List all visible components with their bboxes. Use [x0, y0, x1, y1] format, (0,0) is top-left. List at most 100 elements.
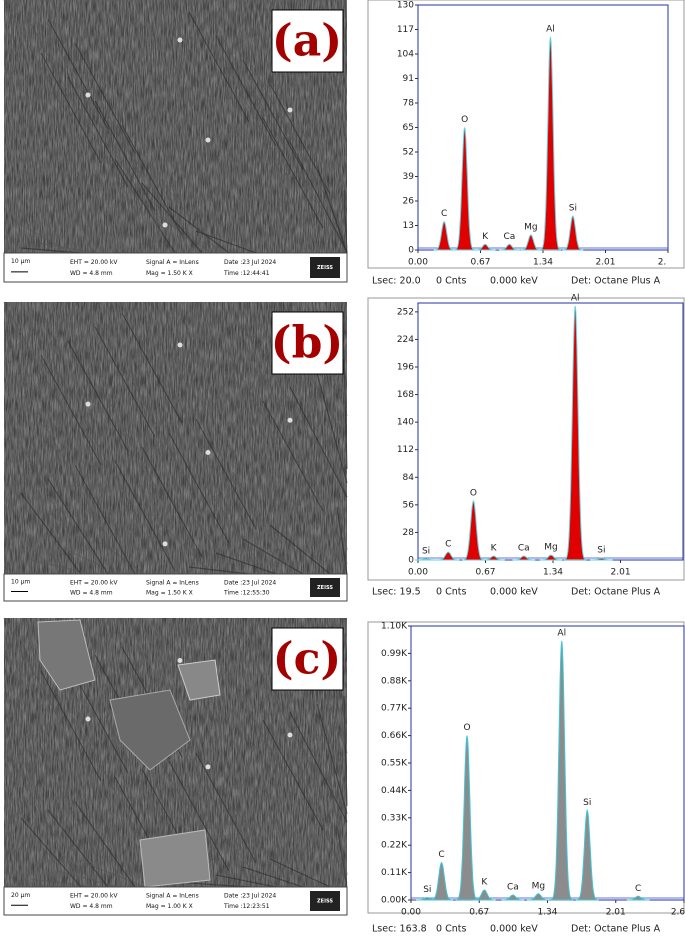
label-box — [271, 311, 344, 375]
y-tick-label: 252 — [397, 307, 414, 317]
sem-particle — [287, 417, 293, 423]
brand-box — [310, 891, 340, 911]
x-tick-label: 0.00 — [408, 568, 428, 578]
sem-streak — [195, 418, 257, 530]
footer-text: 0.000 keV — [490, 924, 538, 935]
footer-text: Det: Octane Plus A — [571, 587, 661, 598]
peak-label: Si — [597, 546, 605, 556]
signal: Signal A = InLens — [146, 579, 199, 586]
brand-box — [310, 257, 340, 278]
sem-flake — [109, 689, 191, 771]
peak — [520, 234, 542, 251]
scale-text: 10 µm — [11, 258, 30, 265]
brand: ZEISS — [317, 899, 333, 905]
y-tick-label: 140 — [397, 418, 414, 428]
peak — [501, 894, 525, 901]
sem-streak — [84, 531, 146, 575]
sem-streak — [3, 0, 65, 111]
sem-streak — [37, 242, 99, 254]
wd: WD = 4.8 mm — [70, 270, 113, 277]
sem-streak — [131, 153, 193, 254]
peak — [575, 808, 599, 901]
scale-text: 10 µm — [11, 579, 30, 586]
sem-particle — [177, 658, 183, 664]
peak-label: C — [438, 850, 444, 860]
y-tick-label: 0.55K — [381, 759, 408, 769]
label-box — [271, 9, 344, 73]
time: Time :12:44:41 — [223, 270, 270, 277]
plot-area — [417, 4, 669, 251]
footer-text: 0.000 keV — [490, 587, 538, 598]
sem-streak — [104, 715, 166, 827]
peak — [472, 889, 496, 901]
sem-streak — [74, 801, 136, 888]
sem-streak — [20, 817, 82, 888]
sem-streak — [77, 723, 139, 835]
peak-label: Mg — [544, 543, 557, 553]
y-tick-label: 0.88K — [381, 676, 408, 686]
sem-streak — [178, 499, 240, 575]
sem-streak — [326, 764, 348, 876]
footer-text: Lsec: 19.5 — [372, 587, 421, 598]
sem-streak — [67, 340, 129, 452]
peak-label: Si — [422, 547, 430, 557]
x-tick-label: 0.00 — [401, 908, 421, 918]
sem-streak — [168, 760, 230, 872]
panel-label: (b) — [271, 318, 343, 369]
peak-label: O — [463, 723, 470, 733]
info-bar — [3, 252, 348, 283]
peak-label: C — [635, 884, 641, 894]
signal: Signal A = InLens — [146, 259, 199, 266]
peak-label: Al — [571, 293, 580, 303]
sem-streak — [67, 76, 129, 188]
sem-streak — [151, 211, 213, 254]
sem-streak — [262, 117, 324, 229]
sem-streak — [289, 711, 348, 823]
sem-streak — [10, 425, 72, 537]
sem-streak — [299, 772, 348, 884]
y-tick-label: 0.44K — [381, 786, 408, 796]
eht: EHT = 20.00 kV — [70, 579, 118, 586]
footer-text: Det: Octane Plus A — [571, 924, 661, 935]
peak — [499, 243, 520, 251]
eht: EHT = 20.00 kV — [70, 259, 118, 266]
sem-streak — [195, 230, 257, 254]
wd: WD = 4.8 mm — [70, 903, 113, 910]
sem-streak — [151, 513, 213, 575]
y-tick-label: 13 — [403, 221, 414, 231]
panel-label: (a) — [272, 16, 342, 67]
y-tick-label: 84 — [403, 473, 415, 483]
peak-label: C — [441, 209, 447, 219]
peak-label: Ca — [507, 883, 519, 893]
y-tick-label: 112 — [397, 445, 414, 455]
panel-label: (c) — [273, 634, 341, 685]
mag: Mag = 1.50 K X — [146, 270, 193, 277]
sem-particle — [162, 222, 168, 228]
sem-streak — [225, 64, 287, 176]
peak — [433, 220, 455, 251]
peak-label: Si — [583, 798, 591, 808]
sem-streak — [343, 358, 348, 470]
y-tick-label: 78 — [403, 99, 415, 109]
eht: EHT = 20.00 kV — [70, 893, 118, 900]
sem-streak — [40, 52, 102, 164]
sem-streak — [299, 170, 348, 254]
brand: ZEISS — [317, 585, 333, 591]
peak — [512, 555, 536, 561]
x-tick-label: 1.34 — [537, 908, 557, 918]
sem-streak — [114, 158, 176, 254]
sem-streak — [336, 825, 348, 888]
sem-streak — [47, 809, 109, 888]
x-tick-label: 1.34 — [533, 258, 553, 268]
plot-area — [417, 302, 684, 561]
sem-particle — [205, 137, 211, 143]
sem-streak — [40, 670, 102, 782]
sem-streak — [306, 136, 348, 248]
sem-streak — [158, 177, 220, 254]
sem-streak — [326, 439, 348, 551]
sem-streak — [10, 756, 72, 868]
sem-streak — [316, 372, 348, 484]
peak-label: Mg — [532, 881, 545, 891]
y-tick-label: 0.66K — [381, 731, 408, 741]
y-tick-label: 0.77K — [381, 704, 408, 714]
